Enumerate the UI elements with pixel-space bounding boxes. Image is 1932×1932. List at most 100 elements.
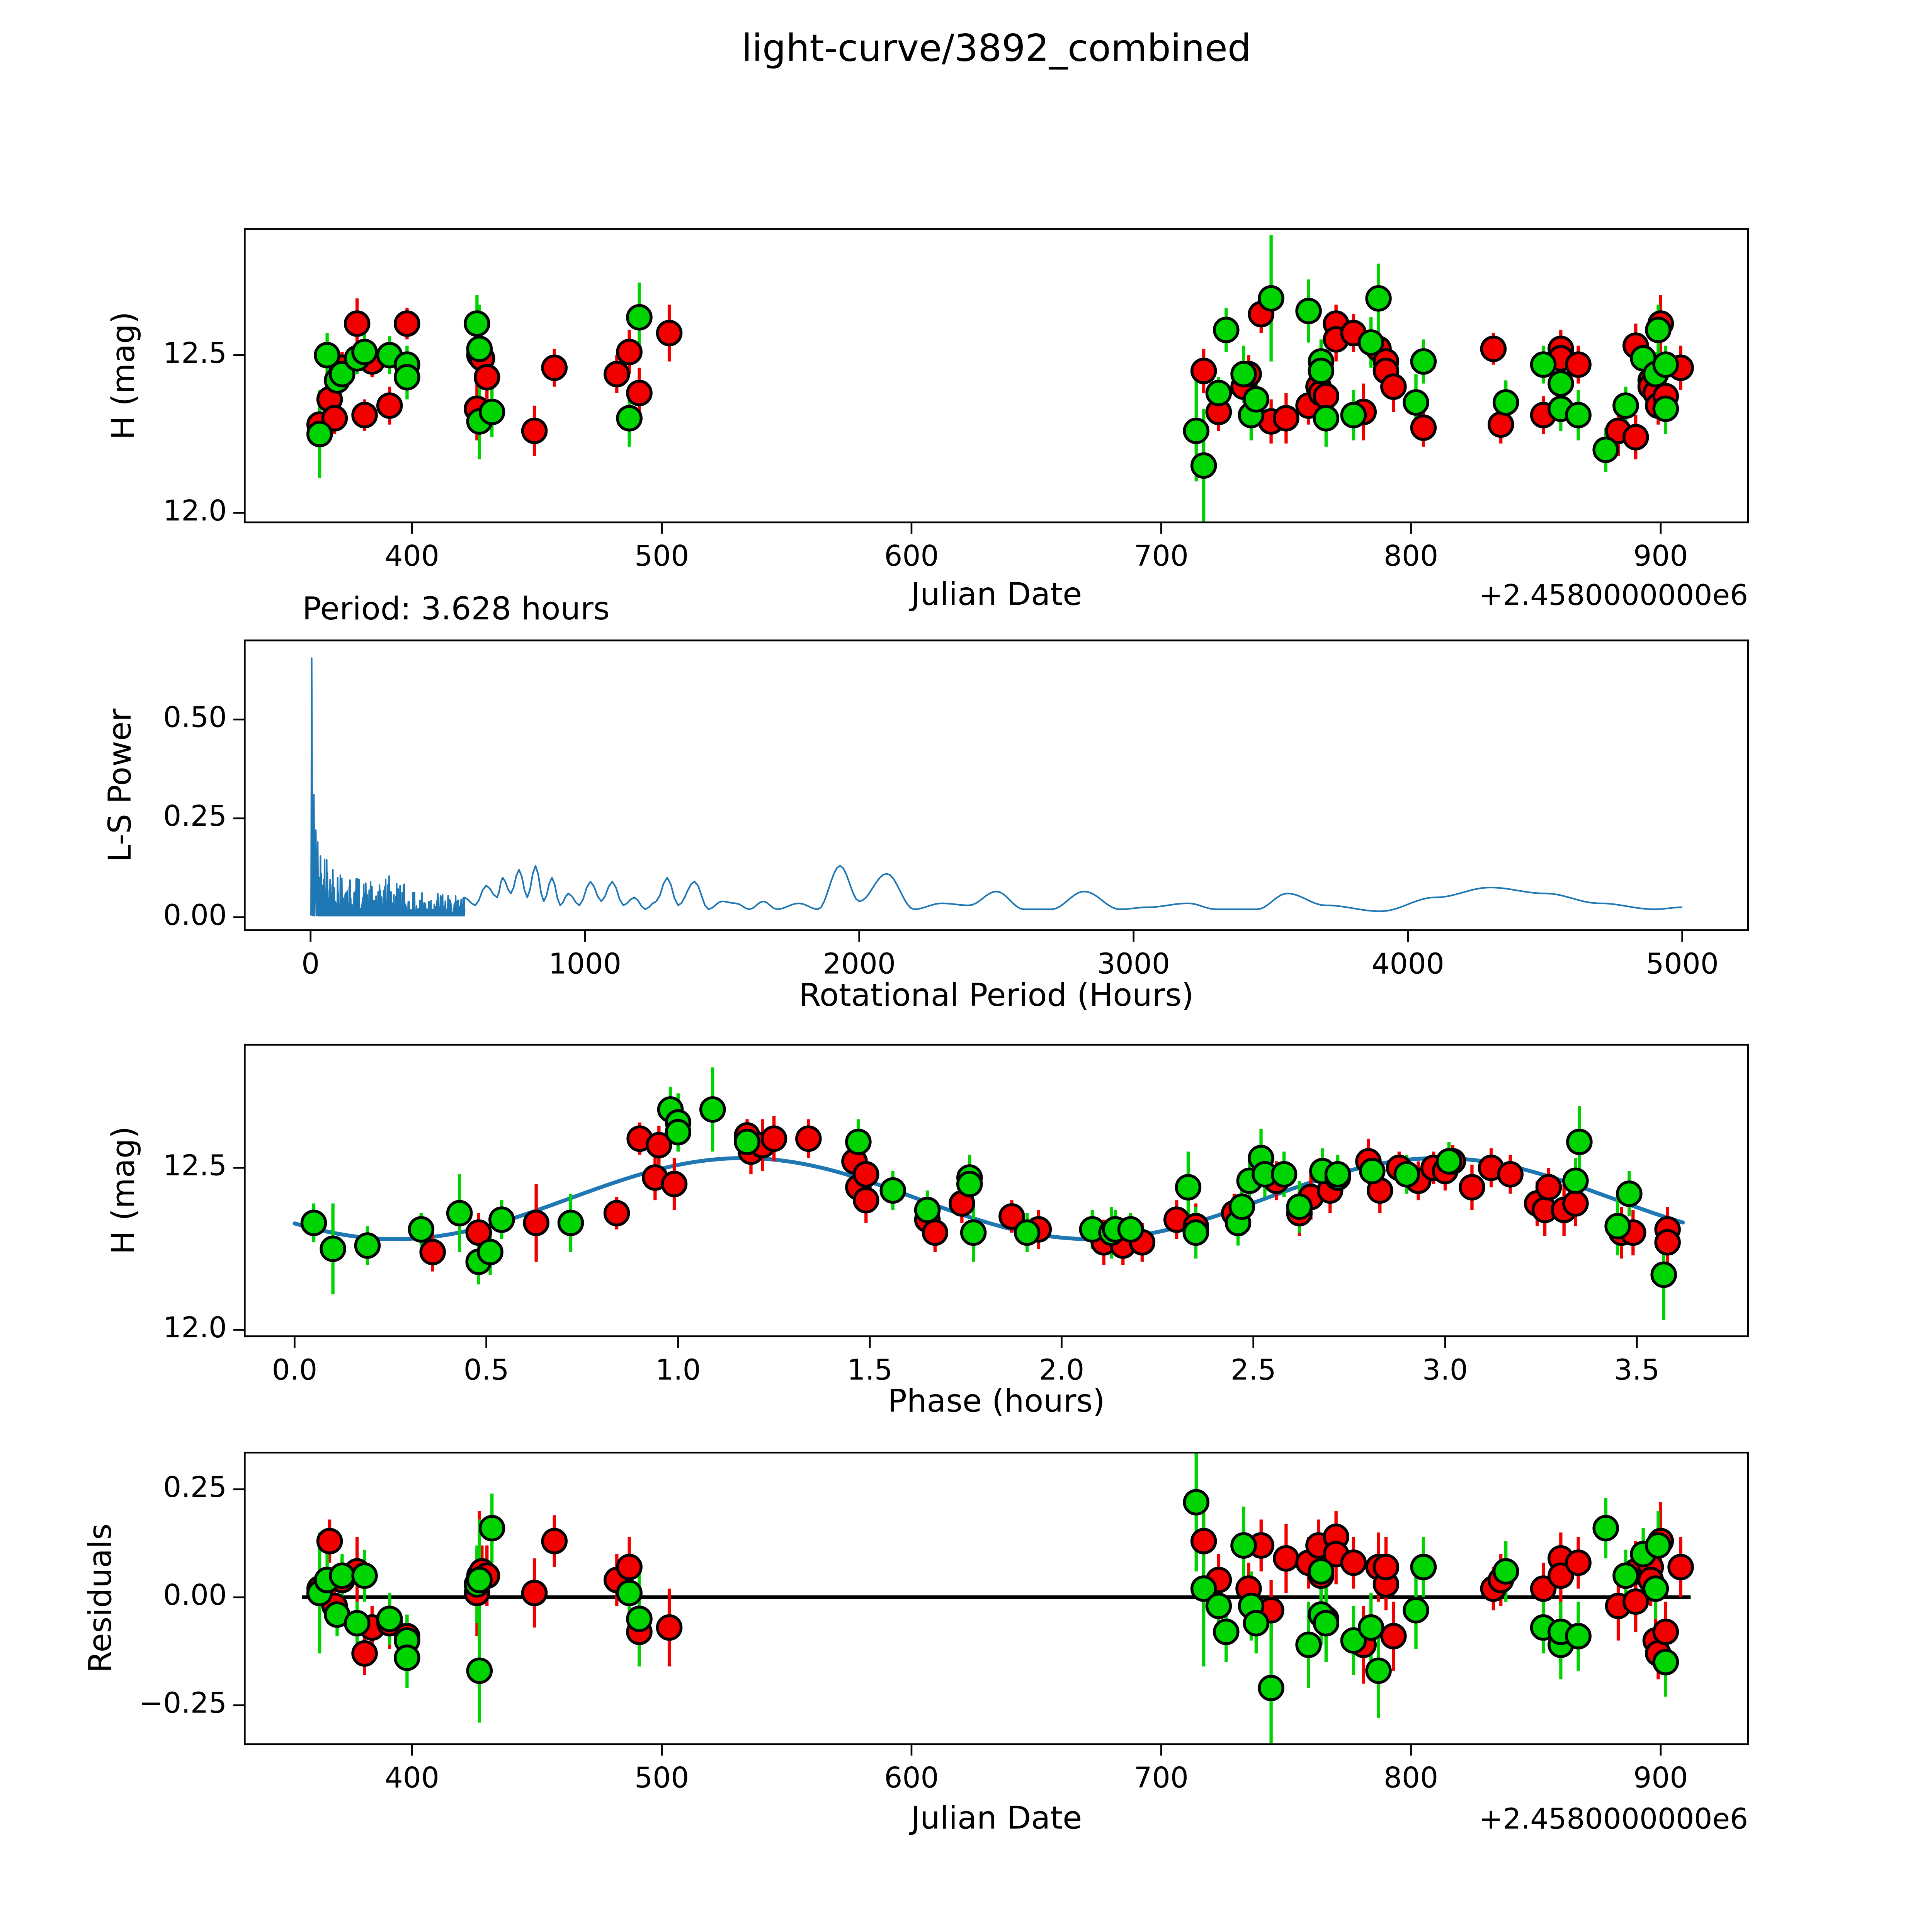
data-point — [1565, 351, 1592, 378]
data-point — [344, 310, 371, 337]
data-point — [329, 361, 355, 388]
x-tick-label: 900 — [1633, 1761, 1688, 1794]
periodogram-line — [310, 657, 1682, 917]
data-point — [665, 1119, 692, 1146]
data-point — [1190, 1528, 1217, 1554]
data-point — [1213, 1618, 1240, 1645]
data-point — [879, 1177, 906, 1204]
data-point — [478, 398, 505, 425]
axis-frame — [244, 1044, 1749, 1337]
data-point — [1393, 1161, 1420, 1188]
data-point — [1410, 348, 1437, 375]
x-tick-label: 2.5 — [1230, 1353, 1276, 1386]
data-point — [626, 379, 653, 406]
data-point — [466, 335, 493, 362]
data-point — [1273, 1545, 1299, 1572]
data-point — [1286, 1193, 1313, 1220]
data-point — [351, 338, 378, 366]
x-tick-label: 2000 — [823, 947, 896, 981]
data-point — [656, 1614, 683, 1641]
y-tick-label: 12.5 — [163, 1149, 227, 1182]
data-point — [1228, 1193, 1255, 1220]
data-point — [1357, 329, 1384, 356]
data-point — [1258, 285, 1284, 312]
data-point — [1566, 1128, 1593, 1155]
data-point — [1014, 1219, 1041, 1246]
data-point — [316, 1528, 343, 1554]
data-point — [616, 1580, 643, 1606]
y-tick-label: 12.0 — [163, 1311, 227, 1344]
data-point — [1645, 316, 1672, 344]
panel4-x-offset-label: +2.4580000000e6 — [1479, 1802, 1748, 1835]
data-point — [1530, 351, 1557, 378]
data-point — [852, 1187, 879, 1214]
x-tick-label: 1000 — [548, 947, 621, 981]
data-point — [1175, 1174, 1202, 1201]
data-point — [616, 338, 643, 366]
data-point — [960, 1219, 987, 1246]
data-point — [1612, 392, 1639, 419]
data-point — [604, 361, 630, 388]
data-point — [699, 1096, 726, 1123]
data-point — [1622, 424, 1649, 451]
data-point — [1403, 389, 1429, 416]
data-point — [1492, 1558, 1519, 1585]
data-point — [1650, 1261, 1677, 1288]
data-point — [956, 1170, 983, 1197]
data-point — [1492, 389, 1519, 416]
data-point — [351, 1562, 378, 1589]
y-tick-label: 0.00 — [163, 898, 227, 932]
data-point — [1190, 452, 1217, 479]
x-tick-label: 5000 — [1646, 947, 1719, 981]
data-point — [661, 1170, 688, 1197]
panel3-x-axis-label: Phase (hours) — [888, 1382, 1105, 1420]
data-point — [1565, 1549, 1592, 1576]
data-point — [1616, 1180, 1643, 1207]
x-tick-label: 500 — [634, 539, 689, 573]
x-tick-label: 500 — [634, 1761, 689, 1794]
data-point — [1340, 1549, 1367, 1576]
data-point — [1403, 1597, 1429, 1624]
data-point — [1340, 1627, 1367, 1654]
data-point — [419, 1239, 446, 1265]
data-point — [376, 392, 403, 419]
data-point — [464, 310, 490, 337]
data-point — [1604, 1213, 1631, 1240]
data-point — [1459, 1174, 1485, 1201]
data-point — [616, 1554, 643, 1580]
data-point — [465, 1219, 492, 1246]
data-point — [306, 420, 333, 447]
data-point — [1270, 1161, 1298, 1188]
data-point — [1548, 370, 1574, 397]
data-point — [626, 304, 653, 331]
data-point — [1548, 1562, 1574, 1589]
data-point — [1230, 361, 1257, 388]
data-point — [1313, 383, 1340, 410]
data-point — [408, 1216, 435, 1243]
x-tick-label: 400 — [384, 1761, 440, 1794]
y-tick-label: 0.25 — [163, 1470, 227, 1504]
data-point — [845, 1128, 872, 1155]
data-point — [1380, 373, 1407, 400]
data-point — [446, 1200, 473, 1226]
x-tick-label: 800 — [1383, 539, 1439, 573]
data-point — [1308, 1558, 1335, 1585]
x-tick-label: 0 — [301, 947, 320, 981]
data-point — [1273, 405, 1299, 432]
data-point — [1645, 1532, 1672, 1559]
x-tick-label: 3000 — [1097, 947, 1170, 981]
panel-data-layer-3 — [302, 1452, 1694, 1744]
data-point — [795, 1125, 822, 1152]
data-point — [1667, 1554, 1694, 1580]
data-point — [1357, 1614, 1384, 1641]
panel2-x-axis-label: Rotational Period (Hours) — [799, 976, 1194, 1014]
data-point — [1487, 411, 1514, 438]
data-point — [329, 1562, 355, 1589]
data-point — [1205, 1592, 1232, 1619]
data-point — [1410, 1554, 1437, 1580]
x-tick-label: 600 — [884, 1761, 939, 1794]
x-tick-label: 700 — [1134, 539, 1189, 573]
data-point — [1313, 405, 1340, 432]
data-point — [300, 1209, 327, 1236]
